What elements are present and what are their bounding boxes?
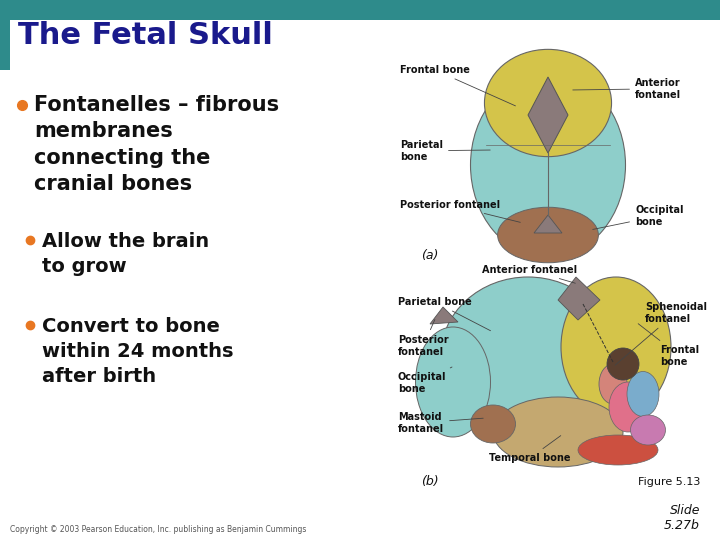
Text: Allow the brain
to grow: Allow the brain to grow — [42, 232, 209, 276]
Ellipse shape — [631, 415, 665, 445]
Ellipse shape — [415, 327, 490, 437]
Text: (b): (b) — [421, 476, 438, 489]
Text: Convert to bone
within 24 months
after birth: Convert to bone within 24 months after b… — [42, 317, 233, 386]
Text: Frontal
bone: Frontal bone — [638, 323, 699, 367]
Ellipse shape — [561, 277, 671, 417]
Text: (a): (a) — [421, 248, 438, 261]
Text: Anterior
fontanel: Anterior fontanel — [573, 78, 681, 99]
Ellipse shape — [498, 207, 598, 263]
Ellipse shape — [578, 435, 658, 465]
Text: Figure 5.13: Figure 5.13 — [638, 477, 700, 487]
Text: Anterior fontanel: Anterior fontanel — [482, 265, 577, 283]
Text: Parietal
bone: Parietal bone — [400, 140, 490, 161]
Ellipse shape — [470, 405, 516, 443]
Ellipse shape — [493, 397, 623, 467]
Text: Frontal bone: Frontal bone — [400, 65, 516, 106]
Ellipse shape — [470, 72, 626, 258]
Text: Posterior
fontanel: Posterior fontanel — [398, 320, 449, 356]
Text: The Fetal Skull: The Fetal Skull — [18, 21, 273, 50]
Polygon shape — [558, 277, 600, 320]
Bar — [0, 0, 720, 20]
Text: Sphenoidal
fontanel: Sphenoidal fontanel — [615, 302, 707, 365]
Ellipse shape — [609, 382, 647, 432]
Text: Slide
5.27b: Slide 5.27b — [664, 504, 700, 532]
Circle shape — [607, 348, 639, 380]
Text: Fontanelles – fibrous
membranes
connecting the
cranial bones: Fontanelles – fibrous membranes connecti… — [34, 95, 279, 194]
Bar — [0, 20, 10, 70]
Ellipse shape — [627, 372, 659, 416]
Polygon shape — [430, 307, 458, 324]
Ellipse shape — [599, 364, 627, 404]
Text: Parietal bone: Parietal bone — [398, 297, 490, 330]
Polygon shape — [528, 77, 568, 153]
Text: Mastoid
fontanel: Mastoid fontanel — [398, 412, 483, 434]
Ellipse shape — [441, 277, 616, 437]
Polygon shape — [534, 215, 562, 233]
Text: Copyright © 2003 Pearson Education, Inc. publishing as Benjamin Cummings: Copyright © 2003 Pearson Education, Inc.… — [10, 525, 307, 535]
Ellipse shape — [485, 49, 611, 157]
Text: Temporal bone: Temporal bone — [490, 436, 571, 463]
Text: Occipital
bone: Occipital bone — [593, 205, 683, 229]
Text: Occipital
bone: Occipital bone — [398, 367, 452, 394]
Text: Posterior fontanel: Posterior fontanel — [400, 200, 521, 222]
